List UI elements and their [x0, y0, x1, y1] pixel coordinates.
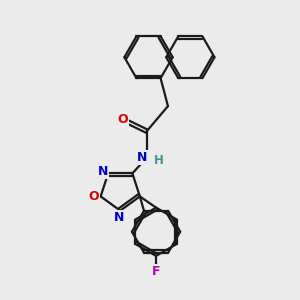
Text: N: N	[114, 211, 124, 224]
Text: O: O	[89, 190, 100, 203]
Text: N: N	[98, 165, 108, 178]
Text: H: H	[154, 154, 164, 166]
Text: F: F	[152, 265, 160, 278]
Text: N: N	[137, 151, 148, 164]
Text: O: O	[117, 113, 128, 126]
